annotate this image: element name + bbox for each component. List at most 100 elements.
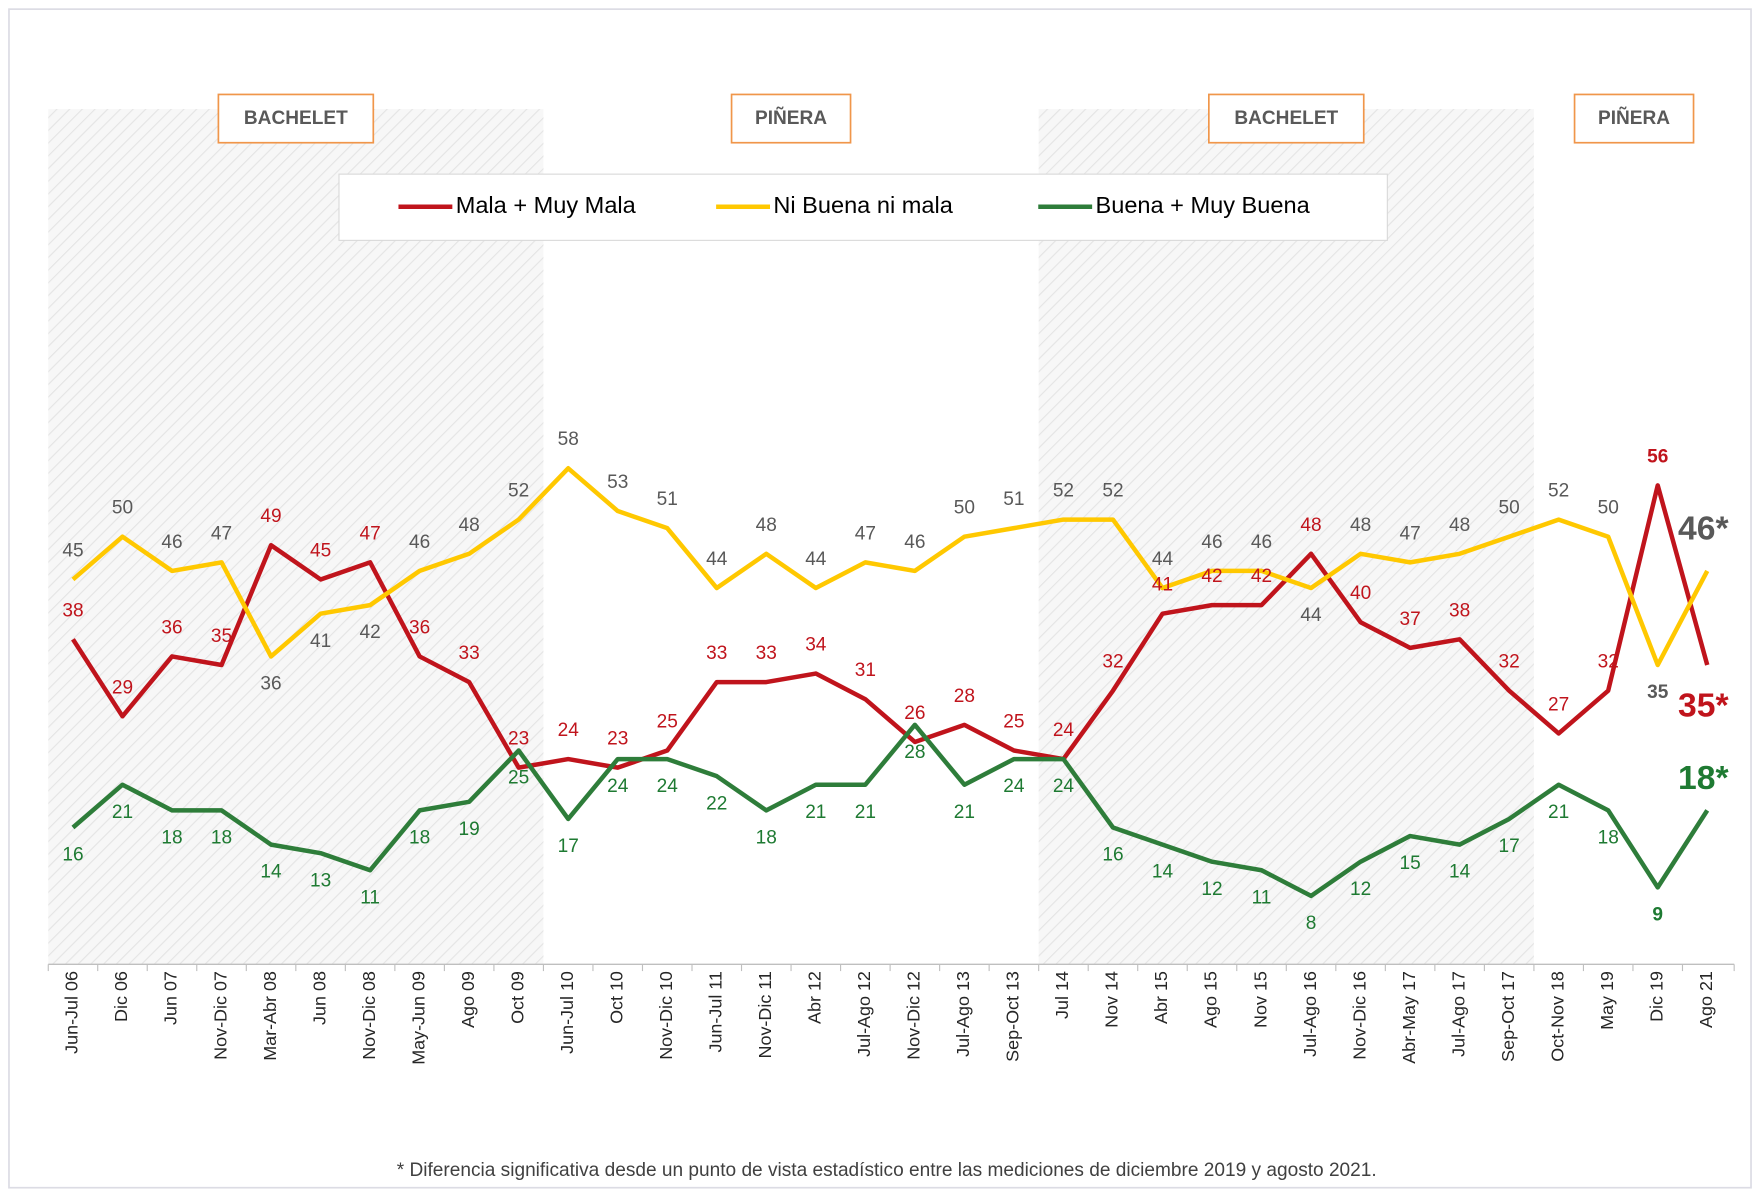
data-label: 50 bbox=[1499, 498, 1520, 519]
x-tick-label: Jun 07 bbox=[161, 971, 181, 1025]
data-label: 9 bbox=[1652, 904, 1663, 925]
data-label: 44 bbox=[1300, 605, 1322, 626]
data-label: 52 bbox=[508, 481, 529, 502]
x-tick-label: Sep-Oct 13 bbox=[1003, 971, 1023, 1062]
data-label: 23 bbox=[508, 729, 529, 750]
data-label: 50 bbox=[954, 498, 975, 519]
data-label: 46 bbox=[161, 532, 182, 553]
data-label: 24 bbox=[1003, 776, 1025, 797]
data-label: 46 bbox=[1201, 532, 1222, 553]
data-label: 18 bbox=[211, 827, 232, 848]
data-label: 44 bbox=[805, 549, 827, 570]
x-tick-label: Ago 21 bbox=[1696, 971, 1716, 1028]
x-tick-label: Ago 15 bbox=[1201, 971, 1221, 1028]
data-label: 21 bbox=[805, 802, 826, 823]
data-label: 24 bbox=[657, 776, 679, 797]
data-label: 12 bbox=[1350, 879, 1371, 900]
data-label: 40 bbox=[1350, 583, 1371, 604]
data-label: 14 bbox=[1152, 862, 1174, 883]
legend-label: Mala + Muy Mala bbox=[456, 192, 637, 218]
x-tick-label: Sep-Oct 17 bbox=[1498, 971, 1518, 1062]
data-label: 25 bbox=[508, 768, 529, 789]
data-label: 35 bbox=[1647, 682, 1669, 703]
data-label: 52 bbox=[1053, 481, 1074, 502]
data-label: 44 bbox=[706, 549, 728, 570]
legend-label: Ni Buena ni mala bbox=[773, 192, 953, 218]
data-label: 47 bbox=[855, 523, 876, 544]
data-label: 46 bbox=[1251, 532, 1272, 553]
x-tick-label: Jun 08 bbox=[309, 971, 329, 1025]
x-tick-label: Nov-Dic 10 bbox=[656, 971, 676, 1060]
x-tick-label: Jun-Jul 10 bbox=[557, 971, 577, 1054]
data-label: 31 bbox=[855, 660, 876, 681]
data-label: 47 bbox=[1399, 523, 1420, 544]
data-label: 33 bbox=[756, 643, 777, 664]
data-label: 38 bbox=[62, 600, 83, 621]
data-label: 35* bbox=[1678, 688, 1729, 725]
x-tick-label: Oct-Nov 18 bbox=[1547, 971, 1567, 1062]
data-label: 47 bbox=[359, 523, 380, 544]
period-label: PIÑERA bbox=[1598, 107, 1670, 129]
data-label: 48 bbox=[1300, 515, 1321, 536]
data-label: 18* bbox=[1678, 760, 1729, 797]
x-tick-label: Abr 12 bbox=[805, 971, 825, 1024]
data-label: 36 bbox=[161, 617, 182, 638]
period-shade bbox=[1038, 109, 1534, 965]
legend-label: Buena + Muy Buena bbox=[1096, 192, 1311, 218]
data-label: 12 bbox=[1201, 879, 1222, 900]
period-label: BACHELET bbox=[1234, 108, 1338, 129]
data-label: 24 bbox=[1053, 720, 1075, 741]
data-label: 44 bbox=[1152, 549, 1174, 570]
data-label: 22 bbox=[706, 793, 727, 814]
data-label: 16 bbox=[62, 845, 83, 866]
data-label: 45 bbox=[62, 540, 83, 561]
data-label: 56 bbox=[1647, 446, 1668, 467]
period-box bbox=[1573, 93, 1695, 144]
x-tick-label: Jul 14 bbox=[1052, 971, 1072, 1019]
x-tick-label: Nov-Dic 16 bbox=[1349, 971, 1369, 1060]
x-tick-label: Nov-Dic 07 bbox=[210, 971, 230, 1060]
data-label: 21 bbox=[954, 802, 975, 823]
data-label: 32 bbox=[1102, 652, 1123, 673]
x-tick-label: Ago 09 bbox=[458, 971, 478, 1028]
x-tick-label: Nov 14 bbox=[1102, 971, 1122, 1028]
data-label: 14 bbox=[260, 862, 282, 883]
x-tick-label: Mar-Abr 08 bbox=[260, 971, 280, 1061]
x-tick-label: Nov-Dic 12 bbox=[904, 971, 924, 1060]
data-label: 46 bbox=[904, 532, 925, 553]
data-label: 33 bbox=[459, 643, 480, 664]
data-label: 11 bbox=[1252, 887, 1272, 908]
data-label: 24 bbox=[607, 776, 629, 797]
period-label: PIÑERA bbox=[755, 107, 827, 129]
data-label: 50 bbox=[1598, 498, 1619, 519]
data-label: 26 bbox=[904, 703, 925, 724]
data-label: 25 bbox=[657, 712, 678, 733]
data-label: 33 bbox=[706, 643, 727, 664]
data-label: 27 bbox=[1548, 694, 1569, 715]
series-line bbox=[71, 483, 1710, 770]
data-label: 53 bbox=[607, 472, 628, 493]
data-label: 18 bbox=[409, 827, 430, 848]
data-label: 18 bbox=[756, 827, 777, 848]
data-label: 51 bbox=[1003, 489, 1024, 510]
data-label: 38 bbox=[1449, 600, 1470, 621]
data-label: 28 bbox=[954, 686, 975, 707]
data-label: 48 bbox=[1350, 515, 1371, 536]
data-label: 24 bbox=[558, 720, 580, 741]
data-label: 41 bbox=[1152, 575, 1173, 596]
x-tick-label: May-Jun 09 bbox=[408, 971, 428, 1065]
x-tick-label: Jul-Ago 12 bbox=[854, 971, 874, 1057]
data-label: 32 bbox=[1499, 652, 1520, 673]
x-tick-label: Jul-Ago 13 bbox=[953, 971, 973, 1057]
data-label: 15 bbox=[1399, 853, 1420, 874]
data-label: 42 bbox=[1201, 566, 1222, 587]
data-label: 52 bbox=[1102, 481, 1123, 502]
x-tick-label: Oct 09 bbox=[507, 971, 527, 1024]
data-label: 42 bbox=[1251, 566, 1272, 587]
data-label: 21 bbox=[855, 802, 876, 823]
x-tick-label: Nov 15 bbox=[1250, 971, 1270, 1028]
x-tick-label: May 19 bbox=[1597, 971, 1617, 1030]
legend-box bbox=[338, 173, 1388, 241]
data-label: 58 bbox=[558, 429, 579, 450]
data-label: 16 bbox=[1102, 845, 1123, 866]
